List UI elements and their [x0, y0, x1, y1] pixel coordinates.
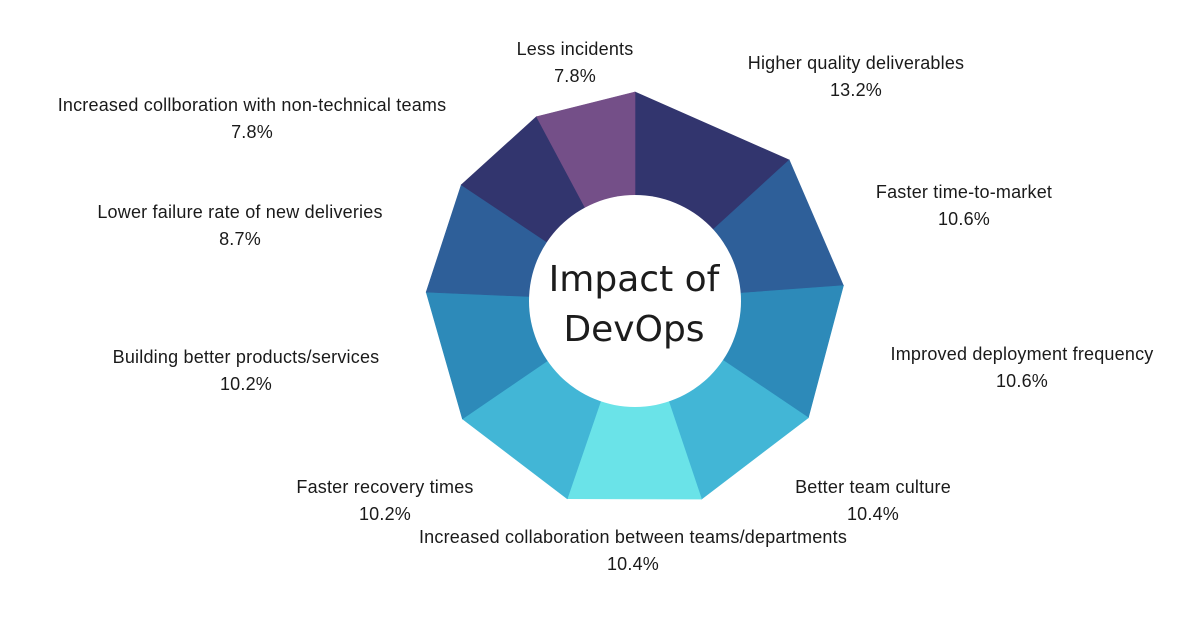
- slice-label-text: Less incidents: [516, 39, 634, 59]
- slice-label-pct: 7.8%: [554, 66, 596, 86]
- slice-label-text: Building better products/services: [112, 347, 380, 367]
- slice-label-text: Lower failure rate of new deliveries: [97, 202, 383, 222]
- chart-title-line1: Impact of: [548, 259, 720, 300]
- slice-label-collaboration-teams: Increased collaboration between teams/de…: [419, 524, 847, 578]
- slice-label-higher-quality: Higher quality deliverables 13.2%: [748, 50, 965, 104]
- slice-label-pct: 10.4%: [606, 554, 660, 574]
- slice-label-pct: 10.2%: [219, 374, 273, 394]
- slice-label-text: Improved deployment frequency: [890, 344, 1154, 364]
- slice-label-pct: 10.2%: [358, 504, 412, 524]
- slice-label-pct: 10.4%: [846, 504, 900, 524]
- slice-label-team-culture: Better team culture 10.4%: [795, 474, 951, 528]
- slice-label-better-products: Building better products/services 10.2%: [113, 344, 380, 398]
- slice-label-text: Increased collboration with non-technica…: [57, 95, 447, 115]
- chart-title-line2: DevOps: [563, 309, 705, 350]
- slice-label-deployment-frequency: Improved deployment frequency 10.6%: [891, 341, 1154, 395]
- slice-label-faster-time-to-market: Faster time-to-market 10.6%: [876, 179, 1052, 233]
- slice-label-text: Increased collaboration between teams/de…: [418, 527, 848, 547]
- donut-hole: [529, 195, 741, 407]
- slice-label-text: Faster time-to-market: [875, 182, 1053, 202]
- slice-label-pct: 10.6%: [937, 209, 991, 229]
- slice-label-lower-failure-rate: Lower failure rate of new deliveries 8.7…: [97, 199, 382, 253]
- slice-label-non-technical-teams: Increased collboration with non-technica…: [58, 92, 447, 146]
- slice-label-faster-recovery: Faster recovery times 10.2%: [296, 474, 473, 528]
- chart-title: Impact of DevOps: [549, 255, 720, 355]
- slice-label-pct: 10.6%: [995, 371, 1049, 391]
- slice-label-pct: 13.2%: [829, 80, 883, 100]
- slice-label-pct: 7.8%: [231, 122, 273, 142]
- slice-label-text: Better team culture: [795, 477, 951, 497]
- slice-label-pct: 8.7%: [219, 229, 261, 249]
- slice-label-less-incidents: Less incidents 7.8%: [517, 36, 634, 90]
- slice-label-text: Higher quality deliverables: [747, 53, 965, 73]
- slice-label-text: Faster recovery times: [296, 477, 474, 497]
